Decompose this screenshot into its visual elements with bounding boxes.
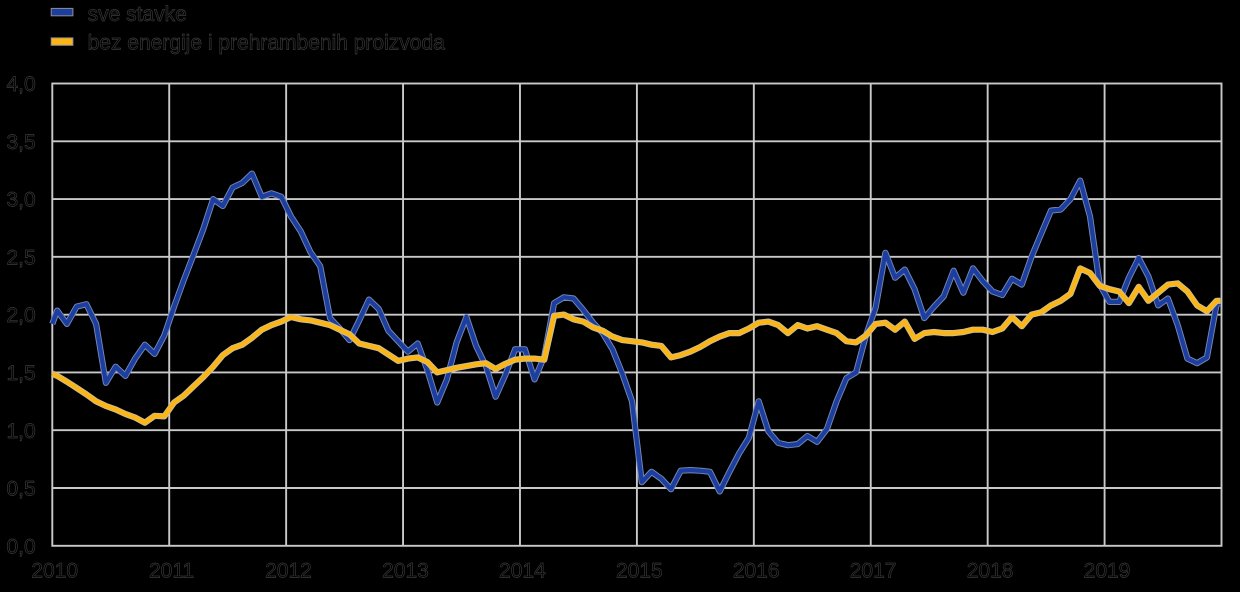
- svg-text:3,5: 3,5: [6, 131, 35, 154]
- svg-text:2015: 2015: [616, 560, 663, 583]
- svg-text:2014: 2014: [499, 560, 546, 583]
- svg-text:2017: 2017: [850, 560, 897, 583]
- svg-text:2010: 2010: [31, 560, 78, 583]
- svg-text:2,0: 2,0: [6, 304, 35, 327]
- svg-text:3,0: 3,0: [6, 189, 35, 212]
- svg-text:1,5: 1,5: [6, 362, 35, 385]
- svg-text:2018: 2018: [967, 560, 1014, 583]
- svg-text:2,5: 2,5: [6, 247, 35, 270]
- svg-text:bez energije i prehrambenih pr: bez energije i prehrambenih proizvoda: [88, 32, 446, 55]
- svg-text:2016: 2016: [733, 560, 780, 583]
- svg-text:4,0: 4,0: [6, 73, 35, 96]
- svg-text:0,0: 0,0: [6, 535, 35, 558]
- svg-text:2019: 2019: [1084, 560, 1131, 583]
- svg-text:0,5: 0,5: [6, 478, 35, 501]
- svg-text:2011: 2011: [149, 560, 194, 583]
- svg-text:1,0: 1,0: [6, 420, 35, 443]
- svg-text:2012: 2012: [265, 560, 312, 583]
- svg-text:sve stavke: sve stavke: [88, 3, 187, 26]
- svg-text:2013: 2013: [382, 560, 429, 583]
